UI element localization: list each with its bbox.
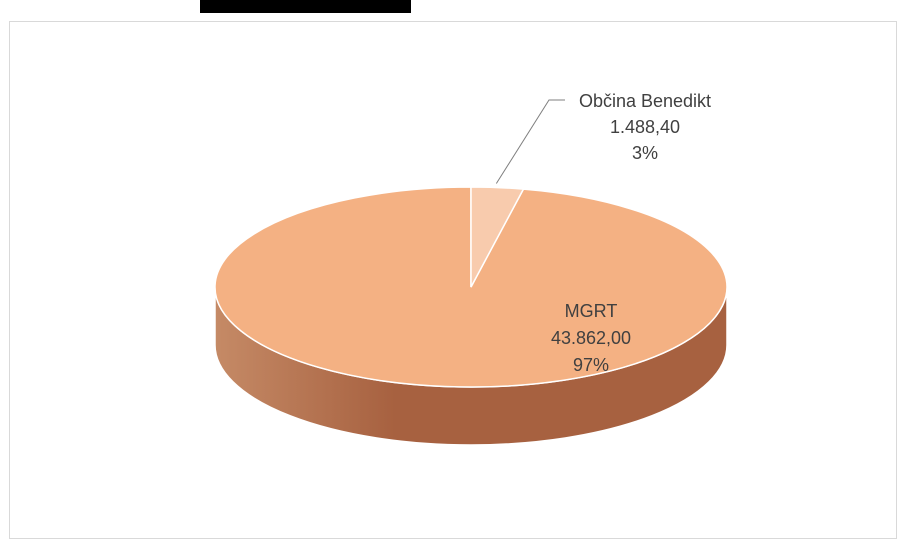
slice-label-obcina-value: 1.488,40 — [610, 117, 680, 137]
slice-label-obcina-percent: 3% — [632, 143, 658, 163]
pie-slice-0 — [470, 186, 525, 288]
pie-top — [214, 186, 728, 388]
slice-label-mgrt-percent: 97% — [573, 355, 609, 375]
leader-line — [495, 99, 565, 184]
slice-label-mgrt-value: 43.862,00 — [551, 328, 631, 348]
redacted-title-bar — [200, 0, 411, 13]
slice-label-obcina-name: Občina Benedikt — [579, 91, 711, 111]
slice-label-mgrt-name: MGRT — [565, 301, 618, 321]
